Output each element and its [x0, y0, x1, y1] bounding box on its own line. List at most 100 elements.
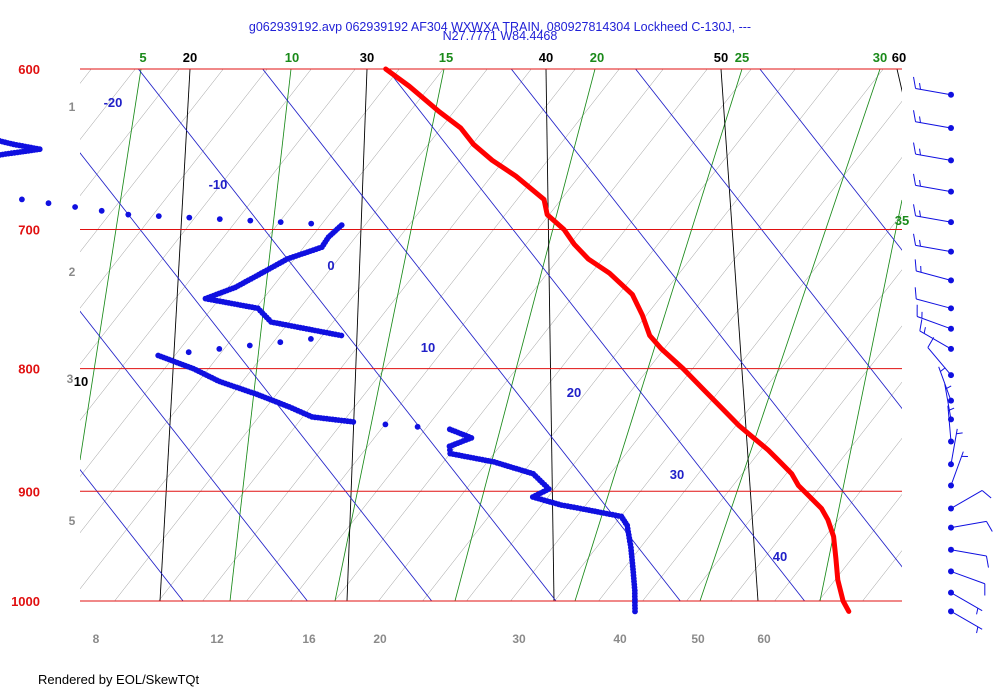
dry-adiabat-line [545, 69, 555, 601]
dewpoint-point [185, 349, 192, 356]
dewpoint-point [414, 423, 421, 430]
mixing-ratio-label: 50 [691, 632, 705, 646]
dry-adiabat-line [896, 69, 902, 93]
moist-adiabat-label: 10 [285, 50, 299, 65]
dry-adiabat-line [0, 69, 22, 601]
dewpoint-point [98, 207, 105, 214]
dewpoint-point [155, 352, 162, 359]
moist-adiabat-line [229, 69, 292, 601]
isotherm-line [80, 468, 184, 601]
dewpoint-point [246, 342, 253, 349]
background-diagonal [80, 69, 180, 197]
wind-barb-feather [914, 287, 917, 300]
isotherm-line [759, 69, 902, 251]
side-label: 1 [69, 100, 76, 114]
background-diagonal [114, 69, 532, 601]
wind-barb-shaft [938, 366, 952, 401]
moist-adiabat-label: 35 [895, 213, 909, 228]
isotherm-line [510, 69, 902, 568]
background-diagonal [876, 40, 1000, 640]
background-diagonal [466, 69, 884, 601]
wind-barb-feather [919, 319, 923, 331]
wind-barb-shaft [927, 347, 952, 376]
isotherm-line [386, 69, 806, 601]
dewpoint-point [382, 421, 389, 428]
background-diagonal [290, 69, 708, 601]
wind-barb-shaft [950, 549, 987, 557]
dewpoint-point [19, 196, 25, 203]
wind-barb-shaft [915, 184, 952, 193]
dry-adiabat-label: 30 [360, 50, 374, 65]
pressure-label: 900 [18, 484, 40, 499]
isotherm-line [80, 152, 433, 601]
dry-adiabat-label: 20 [183, 50, 197, 65]
wind-barb-feather [948, 407, 955, 412]
dewpoint-point [155, 213, 162, 220]
background-diagonal [334, 69, 752, 601]
dry-adiabat-label: 50 [714, 50, 728, 65]
temperature-line [383, 66, 852, 614]
dewpoint-point [338, 222, 345, 229]
dry-adiabat-lines [0, 69, 902, 601]
mixing-ratio-label: 8 [93, 632, 100, 646]
background-diagonal [818, 494, 902, 601]
dewpoint-point [216, 216, 223, 223]
wind-barb-shaft [950, 610, 983, 630]
background-diagonal [80, 69, 356, 421]
pressure-label: 700 [18, 223, 40, 238]
wind-barb-feather [913, 233, 917, 246]
mixing-ratio-label: 60 [757, 632, 771, 646]
moist-adiabat-label: 5 [139, 50, 146, 65]
mixing-ratio-label: 16 [302, 632, 316, 646]
wind-barb-feather [956, 432, 963, 435]
background-diagonal [80, 69, 488, 590]
background-diagonal [202, 69, 620, 601]
chart-title-line2: N27.7771 W84.4468 [443, 29, 558, 43]
background-diagonal [510, 100, 902, 601]
chart-title-line1: g062939192.avp 062939192 AF304 WXWXA TRA… [249, 20, 751, 34]
mixing-ratio-lines [0, 40, 1000, 640]
background-diagonal [80, 69, 136, 140]
background-diagonal [554, 157, 902, 601]
dewpoint-point [446, 426, 453, 433]
background-diagonal [80, 69, 444, 534]
wind-barb-feather [986, 521, 993, 532]
wind-barb-shaft [915, 153, 952, 161]
mixing-ratio-label: 20 [373, 632, 387, 646]
dewpoint-trace [0, 138, 638, 615]
wind-barb-feather [940, 367, 946, 372]
wind-barb-feather [914, 259, 917, 272]
dewpoint-point [125, 211, 132, 218]
wind-barb-feather [976, 608, 979, 615]
background-diagonal [80, 69, 92, 84]
wind-barb-shaft [915, 244, 952, 253]
dry-adiabat-line [159, 69, 191, 601]
pressure-label: 1000 [11, 594, 40, 609]
wind-barb-shaft [950, 570, 985, 585]
background-diagonal [80, 69, 224, 253]
wind-barb-shaft [950, 490, 983, 509]
dry-adiabat-label: 60 [892, 50, 906, 65]
wind-barb-shaft [950, 428, 958, 465]
background-diagonal [598, 213, 902, 601]
wind-barb-shaft [919, 330, 952, 350]
isotherm-label: 0 [327, 258, 334, 273]
side-label: 3 [67, 372, 74, 386]
dewpoint-point [277, 339, 284, 346]
pressure-label: 800 [18, 362, 40, 377]
dewpoint-point [72, 204, 78, 210]
isotherm-line [137, 69, 557, 601]
wind-barb-shaft [915, 121, 952, 129]
background-diagonal [80, 69, 268, 309]
background-diagonal [0, 40, 70, 640]
dewpoint-point [186, 214, 193, 221]
wind-barb-shaft [950, 520, 987, 529]
wind-barb-feather [919, 179, 921, 187]
wind-barb-feather [913, 76, 917, 89]
wind-barb-shaft [950, 451, 964, 486]
moist-adiabat-line [574, 69, 743, 601]
wind-barb-shaft [915, 87, 952, 96]
temperature-trace [383, 66, 852, 614]
